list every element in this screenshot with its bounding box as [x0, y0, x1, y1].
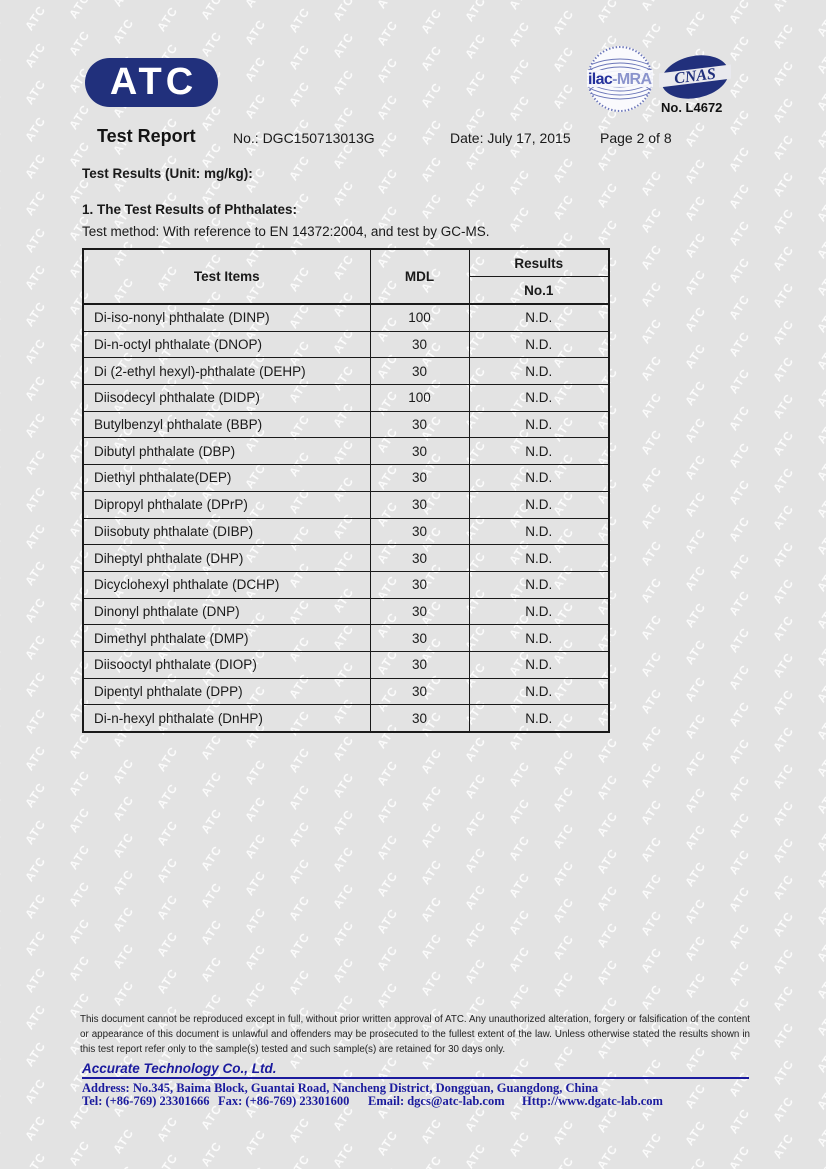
table-row: Di-n-octyl phthalate (DNOP) 30 N.D. [82, 330, 610, 359]
mdl-cell: 30 [369, 597, 470, 626]
mdl-cell: 30 [369, 624, 470, 652]
table-header-row: Test Items MDL Results [82, 248, 610, 305]
test-item-cell: Dipentyl phthalate (DPP) [82, 677, 371, 706]
mdl-cell: 30 [369, 517, 470, 546]
mdl-cell: 30 [369, 464, 470, 492]
footer-divider [82, 1077, 749, 1079]
mdl-cell: 30 [369, 677, 470, 706]
report-number: No.: DGC150713013G [233, 130, 375, 146]
result-cell: N.D. [468, 544, 610, 572]
result-cell: N.D. [468, 410, 610, 439]
table-row: Dinonyl phthalate (DNP) 30 N.D. [82, 597, 610, 626]
atc-logo: ATC [85, 58, 218, 107]
accreditation-number: No. L4672 [661, 100, 723, 115]
atc-logo-text: ATC [109, 61, 198, 103]
table-row: Diethyl phthalate(DEP) 30 N.D. [82, 464, 610, 492]
test-item-cell: Di-iso-nonyl phthalate (DINP) [82, 303, 371, 332]
test-item-cell: Diisobuty phthalate (DIBP) [82, 517, 371, 546]
mdl-cell: 30 [369, 570, 470, 599]
col-header-sample-no1: No.1 [468, 276, 610, 305]
mdl-cell: 30 [369, 490, 470, 519]
mdl-cell: 30 [369, 357, 470, 386]
mdl-cell: 100 [369, 384, 470, 412]
company-email: Email: dgcs@atc-lab.com [368, 1094, 505, 1108]
company-fax: Fax: (+86-769) 23301600 [218, 1094, 350, 1108]
result-cell: N.D. [468, 704, 610, 733]
result-cell: N.D. [468, 570, 610, 599]
result-cell: N.D. [468, 357, 610, 386]
col-header-test-items: Test Items [82, 248, 371, 305]
mdl-cell: 30 [369, 330, 470, 359]
table-row: Butylbenzyl phthalate (BBP) 30 N.D. [82, 410, 610, 439]
test-item-cell: Di (2-ethyl hexyl)-phthalate (DEHP) [82, 357, 371, 386]
report-title: Test Report [97, 126, 196, 146]
test-item-cell: Dicyclohexyl phthalate (DCHP) [82, 570, 371, 599]
result-cell: N.D. [468, 597, 610, 626]
result-cell: N.D. [468, 303, 610, 332]
table-row: Dibutyl phthalate (DBP) 30 N.D. [82, 437, 610, 466]
table-row: Di-n-hexyl phthalate (DnHP) 30 N.D. [82, 704, 610, 733]
result-cell: N.D. [468, 650, 610, 679]
mdl-cell: 30 [369, 544, 470, 572]
report-date: Date: July 17, 2015 [450, 130, 571, 146]
mdl-cell: 30 [369, 650, 470, 679]
table-row: Dimethyl phthalate (DMP) 30 N.D. [82, 624, 610, 652]
result-cell: N.D. [468, 677, 610, 706]
mdl-cell: 30 [369, 437, 470, 466]
result-cell: N.D. [468, 517, 610, 546]
table-row: Dipentyl phthalate (DPP) 30 N.D. [82, 677, 610, 706]
company-tel: Tel: (+86-769) 23301666 [82, 1094, 210, 1108]
test-item-cell: Diisodecyl phthalate (DIDP) [82, 384, 371, 412]
results-table: Test Items MDL Results No.1 Di-iso-nonyl… [82, 248, 610, 733]
company-website: Http://www.dgatc-lab.com [522, 1094, 663, 1108]
table-row: Diisodecyl phthalate (DIDP) 100 N.D. [82, 384, 610, 412]
table-row: Diisobuty phthalate (DIBP) 30 N.D. [82, 517, 610, 546]
section-title: 1. The Test Results of Phthalates: [82, 202, 298, 217]
mdl-cell: 100 [369, 303, 470, 332]
table-row: Diheptyl phthalate (DHP) 30 N.D. [82, 544, 610, 572]
table-row: Dicyclohexyl phthalate (DCHP) 30 N.D. [82, 570, 610, 599]
test-item-cell: Di-n-hexyl phthalate (DnHP) [82, 704, 371, 733]
table-row: Di-iso-nonyl phthalate (DINP) 100 N.D. [82, 303, 610, 332]
test-item-cell: Di-n-octyl phthalate (DNOP) [82, 330, 371, 359]
svg-text:CNAS: CNAS [673, 66, 717, 88]
test-item-cell: Diisooctyl phthalate (DIOP) [82, 650, 371, 679]
table-row: Diisooctyl phthalate (DIOP) 30 N.D. [82, 650, 610, 679]
unit-line: Test Results (Unit: mg/kg): [82, 166, 253, 181]
test-item-cell: Dimethyl phthalate (DMP) [82, 624, 371, 652]
test-item-cell: Diheptyl phthalate (DHP) [82, 544, 371, 572]
table-row: Di (2-ethyl hexyl)-phthalate (DEHP) 30 N.D… [82, 357, 610, 386]
ilac-mra-icon: ilac-MRA [587, 46, 653, 112]
result-cell: N.D. [468, 490, 610, 519]
method-line: Test method: With reference to EN 14372:… [82, 224, 490, 239]
test-item-cell: Diethyl phthalate(DEP) [82, 464, 371, 492]
result-cell: N.D. [468, 464, 610, 492]
col-header-mdl: MDL [369, 248, 470, 305]
test-item-cell: Butylbenzyl phthalate (BBP) [82, 410, 371, 439]
table-subheader-row: No.1 [83, 276, 610, 305]
page-indicator: Page 2 of 8 [600, 130, 672, 146]
company-address: Address: No.345, Baima Block, Guantai Ro… [82, 1081, 599, 1095]
mdl-cell: 30 [369, 704, 470, 733]
cnas-icon: CNAS [652, 55, 738, 99]
col-header-results: Results [468, 248, 610, 277]
cnas-logo: CNAS [652, 54, 738, 101]
company-name: Accurate Technology Co., Ltd. [82, 1061, 277, 1076]
ilac-mra-logo: ilac-MRA [586, 45, 654, 113]
result-cell: N.D. [468, 437, 610, 466]
svg-text:ilac-MRA: ilac-MRA [588, 71, 652, 88]
test-item-cell: Dibutyl phthalate (DBP) [82, 437, 371, 466]
test-item-cell: Dipropyl phthalate (DPrP) [82, 490, 371, 519]
test-item-cell: Dinonyl phthalate (DNP) [82, 597, 371, 626]
result-cell: N.D. [468, 624, 610, 652]
result-cell: N.D. [468, 384, 610, 412]
disclaimer-text: This document cannot be reproduced excep… [80, 1014, 750, 1055]
result-cell: N.D. [468, 330, 610, 359]
mdl-cell: 30 [369, 410, 470, 439]
table-row: Dipropyl phthalate (DPrP) 30 N.D. [82, 490, 610, 519]
